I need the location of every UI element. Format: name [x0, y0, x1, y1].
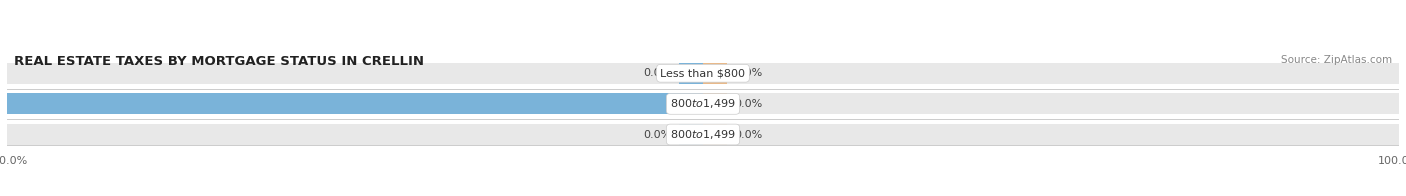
Bar [7, 93, 703, 114]
Bar [679, 63, 703, 84]
Text: 0.0%: 0.0% [734, 130, 762, 140]
Bar [679, 124, 703, 145]
Bar [7, 124, 1399, 145]
Bar [703, 93, 727, 114]
Text: REAL ESTATE TAXES BY MORTGAGE STATUS IN CRELLIN: REAL ESTATE TAXES BY MORTGAGE STATUS IN … [14, 55, 425, 68]
Bar [703, 124, 727, 145]
Text: 0.0%: 0.0% [644, 130, 672, 140]
Text: $800 to $1,499: $800 to $1,499 [671, 128, 735, 141]
Text: $800 to $1,499: $800 to $1,499 [671, 97, 735, 110]
Text: 0.0%: 0.0% [734, 68, 762, 78]
Text: Less than $800: Less than $800 [661, 68, 745, 78]
Text: Source: ZipAtlas.com: Source: ZipAtlas.com [1281, 55, 1392, 65]
Text: 0.0%: 0.0% [734, 99, 762, 109]
Bar [7, 63, 1399, 84]
Bar [703, 63, 727, 84]
Bar [7, 93, 1399, 114]
Text: 0.0%: 0.0% [644, 68, 672, 78]
